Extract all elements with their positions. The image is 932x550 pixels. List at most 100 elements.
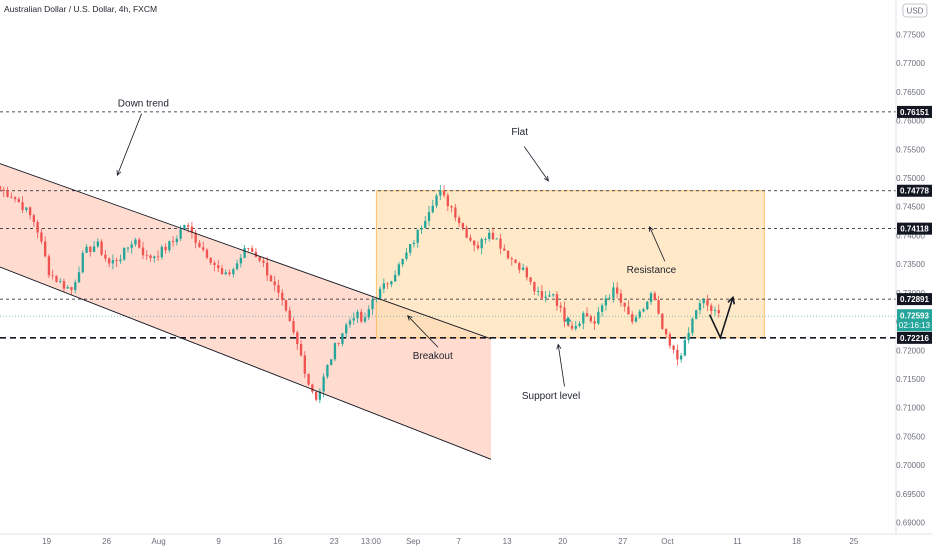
candle-bullish[interactable] [59, 278, 62, 284]
candle-bearish[interactable] [710, 303, 713, 316]
candle-bullish[interactable] [382, 278, 386, 294]
candle-bearish[interactable] [303, 351, 306, 379]
candle-bearish[interactable] [115, 257, 118, 268]
candle-bearish[interactable] [164, 243, 167, 254]
candle-bearish[interactable] [262, 257, 265, 268]
candle-bullish[interactable] [552, 293, 555, 298]
candle-bullish[interactable] [574, 320, 577, 331]
candle-bearish[interactable] [555, 291, 559, 311]
candle-bullish[interactable] [175, 235, 179, 246]
candle-bullish[interactable] [416, 229, 419, 248]
candle-bearish[interactable] [525, 266, 529, 281]
candle-bearish[interactable] [104, 250, 107, 262]
candle-bearish[interactable] [503, 244, 506, 251]
candle-bearish[interactable] [213, 260, 216, 272]
price-axis[interactable]: 0.77500 0.77000 0.76500 0.76000 0.75500 0.750… [895, 0, 932, 534]
projection-path[interactable] [708, 297, 734, 340]
candle-bearish[interactable] [43, 236, 47, 258]
candle-bullish[interactable] [224, 269, 227, 276]
candle-bullish[interactable] [646, 300, 649, 311]
candle-bullish[interactable] [600, 303, 604, 317]
candle-bullish[interactable] [85, 244, 88, 254]
candle-bearish[interactable] [676, 344, 679, 366]
candle-bullish[interactable] [695, 309, 698, 320]
candle-bearish[interactable] [171, 236, 175, 247]
candle-bearish[interactable] [360, 308, 363, 324]
candle-bullish[interactable] [160, 244, 163, 260]
candle-bullish[interactable] [604, 294, 608, 311]
candle-bullish[interactable] [597, 306, 600, 325]
candle-bearish[interactable] [145, 250, 148, 261]
candle-bullish[interactable] [687, 327, 690, 344]
candle-bearish[interactable] [570, 321, 574, 331]
candle-bearish[interactable] [593, 315, 596, 330]
candle-bearish[interactable] [266, 256, 269, 282]
candle-bearish[interactable] [314, 391, 318, 402]
candle-bearish[interactable] [514, 259, 517, 264]
candle-bullish[interactable] [326, 364, 329, 379]
candle-bearish[interactable] [465, 225, 468, 239]
candle-bearish[interactable] [17, 197, 20, 203]
candle-bearish[interactable] [533, 281, 536, 296]
candle-bearish[interactable] [190, 221, 194, 239]
candle-bearish[interactable] [454, 203, 457, 222]
candle-bearish[interactable] [657, 295, 660, 315]
candle-bullish[interactable] [243, 244, 246, 259]
candle-bullish[interactable] [134, 237, 137, 247]
candle-bearish[interactable] [311, 383, 314, 394]
candle-bullish[interactable] [536, 286, 540, 296]
candle-bullish[interactable] [521, 263, 525, 271]
candle-bullish[interactable] [371, 296, 374, 315]
candle-bearish[interactable] [664, 328, 668, 338]
candle-bullish[interactable] [235, 259, 239, 271]
candle-bearish[interactable] [281, 289, 284, 306]
candle-bullish[interactable] [375, 297, 378, 303]
candle-bullish[interactable] [638, 309, 641, 319]
channel-lower-line[interactable] [0, 266, 492, 460]
candle-bearish[interactable] [299, 340, 303, 357]
candle-bearish[interactable] [461, 222, 465, 231]
candle-bullish[interactable] [77, 266, 81, 283]
candle-bullish[interactable] [123, 247, 126, 261]
candle-bearish[interactable] [623, 302, 626, 312]
candle-bearish[interactable] [469, 234, 472, 242]
candle-bearish[interactable] [217, 259, 220, 273]
candle-bullish[interactable] [390, 280, 393, 288]
candle-bearish[interactable] [563, 301, 566, 328]
candle-bearish[interactable] [559, 302, 562, 313]
candle-bearish[interactable] [107, 257, 111, 268]
candle-bearish[interactable] [205, 248, 209, 260]
candle-bullish[interactable] [363, 312, 367, 324]
candle-bearish[interactable] [254, 247, 258, 258]
candle-bearish[interactable] [476, 241, 480, 250]
candle-bearish[interactable] [36, 220, 39, 239]
candle-bullish[interactable] [168, 240, 171, 253]
candle-bullish[interactable] [378, 286, 382, 301]
candle-bearish[interactable] [0, 185, 2, 192]
candle-bullish[interactable] [96, 238, 100, 249]
candle-bullish[interactable] [431, 199, 434, 214]
candle-bullish[interactable] [111, 254, 115, 270]
candle-bearish[interactable] [442, 185, 446, 198]
candle-bullish[interactable] [333, 342, 337, 362]
candle-bullish[interactable] [702, 298, 705, 309]
candle-bearish[interactable] [672, 345, 675, 354]
candle-bullish[interactable] [424, 216, 427, 229]
candle-bearish[interactable] [250, 245, 254, 252]
candle-bullish[interactable] [239, 254, 243, 268]
channel-upper-line[interactable] [0, 163, 492, 340]
candle-bearish[interactable] [499, 233, 502, 255]
candle-bullish[interactable] [329, 358, 333, 366]
annotation-label[interactable]: Resistance [627, 265, 677, 276]
candle-bearish[interactable] [653, 291, 656, 301]
candle-bearish[interactable] [220, 264, 224, 275]
candle-bearish[interactable] [209, 257, 212, 266]
candle-bearish[interactable] [518, 261, 521, 274]
candle-bearish[interactable] [32, 213, 36, 227]
candle-bearish[interactable] [450, 205, 453, 213]
candle-bullish[interactable] [649, 291, 653, 305]
candle-bearish[interactable] [269, 274, 273, 282]
candle-bullish[interactable] [345, 322, 348, 339]
candle-bullish[interactable] [126, 246, 130, 253]
candle-bullish[interactable] [232, 267, 235, 278]
